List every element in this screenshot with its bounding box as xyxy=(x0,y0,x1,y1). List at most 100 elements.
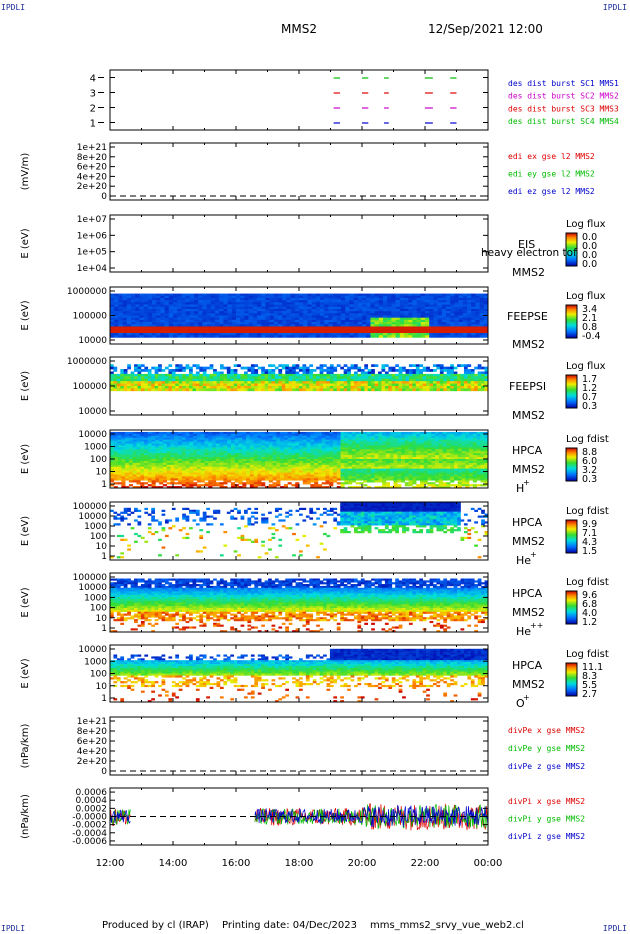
heatmap-cell xyxy=(143,333,149,336)
heatmap-cell xyxy=(381,376,386,380)
heatmap-cell xyxy=(378,319,384,323)
heatmap-cell xyxy=(420,311,426,314)
heatmap-cell xyxy=(336,460,341,464)
heatmap-cell xyxy=(213,373,217,377)
heatmap-cell xyxy=(329,462,334,466)
heatmap-cell xyxy=(442,449,447,452)
heatmap-cell xyxy=(294,311,300,314)
heatmap-cell xyxy=(431,447,436,450)
heatmap-cell xyxy=(118,300,123,303)
heatmap-cell xyxy=(121,435,126,439)
heatmap-cell xyxy=(461,457,466,460)
heatmap-cell xyxy=(357,373,362,377)
heatmap-cell xyxy=(441,317,447,321)
heatmap-cell xyxy=(333,383,338,387)
heatmap-cell xyxy=(436,388,441,392)
heatmap-cell xyxy=(128,449,133,452)
heatmap-cell xyxy=(123,381,128,384)
heatmap-cell xyxy=(474,376,478,380)
heatmap-cell xyxy=(314,453,319,456)
heatmap-cell xyxy=(248,330,254,334)
heatmap-cell xyxy=(316,376,320,380)
heatmap-cell xyxy=(461,449,466,452)
heatmap-cell xyxy=(437,297,443,301)
heatmap-cell xyxy=(329,468,334,471)
heatmap-cell xyxy=(170,451,175,454)
heatmap-cell xyxy=(244,295,249,299)
heatmap-cell xyxy=(231,306,237,310)
heatmap-cell xyxy=(402,388,406,392)
heatmap-cell xyxy=(223,435,228,439)
heatmap-cell xyxy=(110,388,114,392)
heatmap-cell xyxy=(336,330,342,334)
heatmap-cell xyxy=(370,462,375,466)
heatmap-cell xyxy=(483,328,489,332)
heatmap-cell xyxy=(412,386,417,389)
heatmap-cell xyxy=(472,451,477,454)
heatmap-cell xyxy=(238,445,243,448)
heatmap-cell xyxy=(479,324,485,327)
heatmap-cell xyxy=(366,297,371,301)
heatmap-cell xyxy=(363,447,368,450)
heatmap-cell xyxy=(295,449,300,452)
heatmap-cell xyxy=(353,366,358,370)
heatmap-cell xyxy=(366,324,371,327)
heatmap-cell xyxy=(189,437,194,440)
heatmap-cell xyxy=(168,328,174,332)
heatmap-cell xyxy=(170,435,175,439)
heatmap-cell xyxy=(264,441,270,444)
heatmap-cell xyxy=(387,295,392,299)
heatmap-cell xyxy=(333,437,338,440)
heatmap-cell xyxy=(189,460,194,464)
heatmap-cell xyxy=(173,330,178,334)
heatmap-cell xyxy=(383,297,388,301)
heatmap-cell xyxy=(185,300,191,303)
heatmap-cell xyxy=(181,453,186,456)
heatmap-cell xyxy=(204,437,209,440)
heatmap-cell xyxy=(324,333,329,336)
heatmap-cell xyxy=(442,466,447,469)
heatmap-cell xyxy=(257,451,262,454)
heatmap-cell xyxy=(121,460,126,464)
heatmap-cell xyxy=(399,313,405,316)
heatmap-cell xyxy=(278,330,283,334)
heatmap-cell xyxy=(370,453,375,456)
heatmap-cell xyxy=(405,378,410,382)
heatmap-cell xyxy=(240,297,245,301)
heatmap-cell xyxy=(144,451,149,454)
heatmap-cell xyxy=(126,319,132,323)
heatmap-cell xyxy=(332,300,338,303)
heatmap-cell xyxy=(419,431,425,435)
heatmap-cell xyxy=(429,317,434,321)
heatmap-cell xyxy=(238,457,243,460)
heatmap-cell xyxy=(253,443,258,446)
heatmap-cell xyxy=(340,439,345,442)
heatmap-cell xyxy=(210,308,216,312)
heatmap-cell xyxy=(269,313,275,316)
heatmap-cell xyxy=(215,433,220,437)
heatmap-cell xyxy=(282,308,287,312)
heatmap-cell xyxy=(264,378,269,382)
heatmap-cell xyxy=(294,335,300,338)
heatmap-cell xyxy=(246,451,251,454)
heatmap-cell xyxy=(345,304,350,308)
heatmap-cell xyxy=(363,449,368,452)
heatmap-cell xyxy=(174,466,179,469)
heatmap-cell xyxy=(336,459,341,462)
heatmap-cell xyxy=(423,459,428,462)
heatmap-cell xyxy=(131,297,136,301)
heatmap-cell xyxy=(294,330,300,334)
heatmap-cell xyxy=(359,449,364,452)
heatmap-cell xyxy=(206,308,212,312)
heatmap-cell xyxy=(174,457,179,460)
heatmap-cell xyxy=(206,322,212,325)
heatmap-cell xyxy=(178,455,183,458)
heatmap-cell xyxy=(320,324,325,327)
heatmap-cell xyxy=(114,322,119,325)
heatmap-cell xyxy=(202,378,207,382)
heatmap-cell xyxy=(193,431,198,435)
heatmap-cell xyxy=(306,447,311,450)
heatmap-cell xyxy=(240,295,245,299)
heatmap-cell xyxy=(399,311,405,314)
heatmap-cell xyxy=(484,455,489,458)
